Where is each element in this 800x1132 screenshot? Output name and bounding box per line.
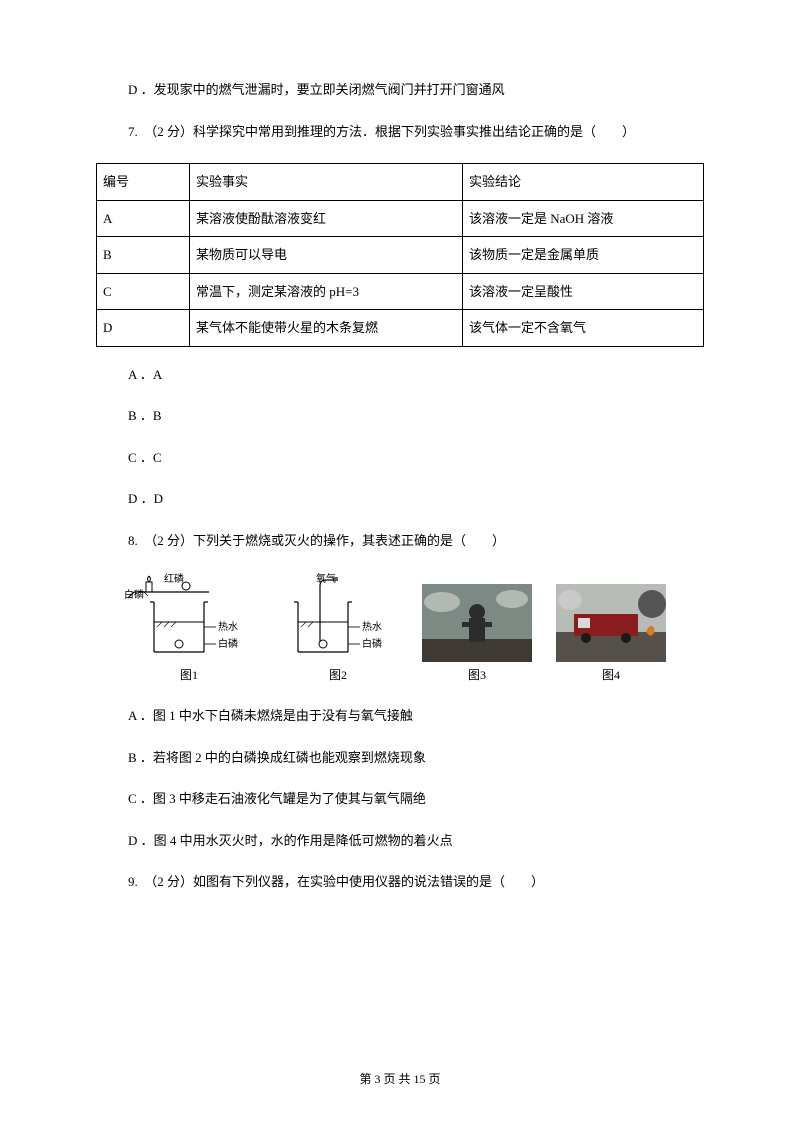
q8-option-b: B ．若将图 2 中的白磷换成红磷也能观察到燃烧现象 (96, 748, 704, 768)
table-header-col2: 实验事实 (190, 164, 463, 201)
table-row: A 某溶液使酚酞溶液变红 该溶液一定是 NaOH 溶液 (97, 200, 704, 237)
table-cell: 某气体不能使带火星的木条复燃 (190, 310, 463, 347)
q6-option-d: D ．发现家中的燃气泄漏时，要立即关闭燃气阀门并打开门窗通风 (96, 80, 704, 100)
q8-option-a: A ．图 1 中水下白磷未燃烧是由于没有与氧气接触 (96, 706, 704, 726)
q7-option-a: A ．A (96, 365, 704, 385)
label-red-p: 红磷 (164, 572, 184, 585)
label-hot-water-2: 热水 (362, 620, 382, 633)
q8-option-c: C ．图 3 中移走石油液化气罐是为了使其与氧气隔绝 (96, 789, 704, 809)
q8-stem: 8. （2 分）下列关于燃烧或灭火的操作，其表述正确的是（ ） (96, 531, 704, 551)
label-white-p: 白磷 (124, 588, 144, 601)
table-cell: 某物质可以导电 (190, 237, 463, 274)
q7-stem: 7. （2 分）科学探究中常用到推理的方法．根据下列实验事实推出结论正确的是（ … (96, 122, 704, 142)
beaker-diagram-icon: 红磷 白磷 热水 白磷 (124, 572, 254, 662)
q8-fig4: 图4 (556, 584, 666, 684)
firetruck-photo-icon (556, 584, 666, 662)
fig2-caption: 图2 (329, 666, 347, 684)
page-footer: 第 3 页 共 15 页 (0, 1070, 800, 1088)
fig3-caption: 图3 (468, 666, 486, 684)
q8-fig1: 红磷 白磷 热水 白磷 (124, 572, 254, 684)
q9-stem: 9. （2 分）如图有下列仪器，在实验中使用仪器的说法错误的是（ ） (96, 872, 704, 892)
label-white-p-2: 白磷 (218, 637, 238, 650)
q7-option-b: B ．B (96, 406, 704, 426)
table-cell: 某溶液使酚酞溶液变红 (190, 200, 463, 237)
table-cell: A (97, 200, 190, 237)
beaker-oxygen-diagram-icon: 氧气 热水 白磷 (278, 572, 398, 662)
q8-fig3: 图3 (422, 584, 532, 684)
q8-figures: 红磷 白磷 热水 白磷 (124, 572, 704, 684)
table-header-col3: 实验结论 (463, 164, 704, 201)
firefighter-photo-icon (422, 584, 532, 662)
table-cell: 该物质一定是金属单质 (463, 237, 704, 274)
q8-option-d: D ．图 4 中用水灭火时，水的作用是降低可燃物的着火点 (96, 831, 704, 851)
table-cell: D (97, 310, 190, 347)
page: D ．发现家中的燃气泄漏时，要立即关闭燃气阀门并打开门窗通风 7. （2 分）科… (0, 0, 800, 1132)
q8-fig2: 氧气 热水 白磷 图2 (278, 572, 398, 684)
table-row: D 某气体不能使带火星的木条复燃 该气体一定不含氧气 (97, 310, 704, 347)
label-white-p-3: 白磷 (362, 637, 382, 650)
table-row: B 某物质可以导电 该物质一定是金属单质 (97, 237, 704, 274)
table-cell: 该溶液一定是 NaOH 溶液 (463, 200, 704, 237)
label-hot-water: 热水 (218, 620, 238, 633)
table-cell: 常温下，测定某溶液的 pH=3 (190, 273, 463, 310)
table-header-col1: 编号 (97, 164, 190, 201)
q7-option-d: D ．D (96, 489, 704, 509)
table-cell: 该溶液一定呈酸性 (463, 273, 704, 310)
q7-table: 编号 实验事实 实验结论 A 某溶液使酚酞溶液变红 该溶液一定是 NaOH 溶液… (96, 163, 704, 347)
table-cell: 该气体一定不含氧气 (463, 310, 704, 347)
table-cell: B (97, 237, 190, 274)
fig4-caption: 图4 (602, 666, 620, 684)
table-cell: C (97, 273, 190, 310)
fig1-caption: 图1 (180, 666, 198, 684)
q7-option-c: C ．C (96, 448, 704, 468)
table-row: C 常温下，测定某溶液的 pH=3 该溶液一定呈酸性 (97, 273, 704, 310)
table-row: 编号 实验事实 实验结论 (97, 164, 704, 201)
